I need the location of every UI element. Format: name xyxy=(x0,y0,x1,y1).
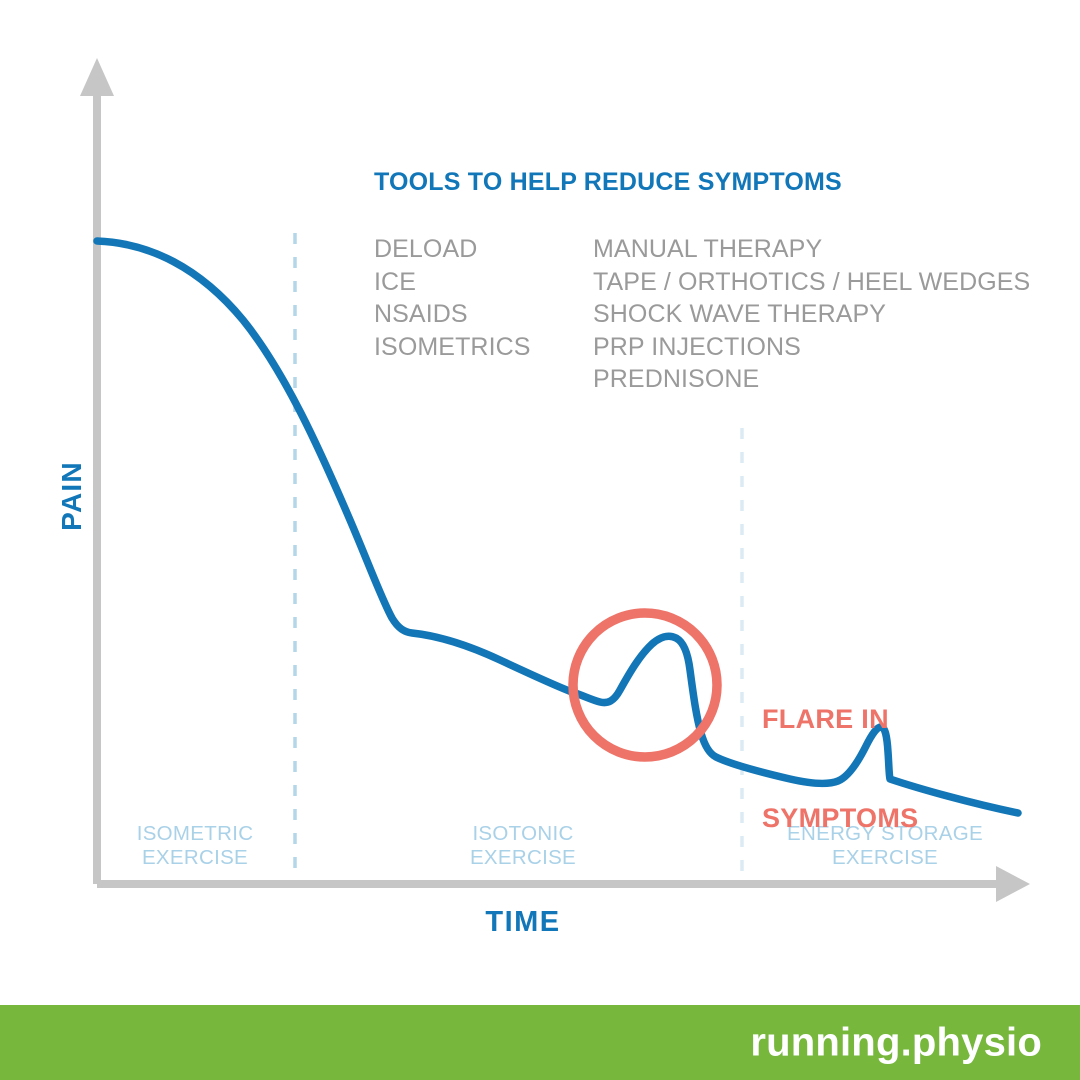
tools-column-left: DELOAD ICE NSAIDS ISOMETRICS xyxy=(374,233,531,363)
y-axis xyxy=(80,58,114,884)
brand-wordmark: running.physio xyxy=(750,1020,1042,1064)
tool-item: MANUAL THERAPY xyxy=(593,235,823,263)
footer-bar: running.physio xyxy=(0,1005,1080,1080)
flare-callout-line: SYMPTOMS xyxy=(762,803,919,833)
phase-label-isometric: ISOMETRIC EXERCISE xyxy=(105,822,285,870)
tool-item: TAPE / ORTHOTICS / HEEL WEDGES xyxy=(593,267,1031,296)
tool-item: NSAIDS xyxy=(374,300,468,328)
x-axis xyxy=(97,866,1030,902)
phase-label-line: ISOMETRIC xyxy=(136,822,254,845)
flare-callout-label: FLARE IN SYMPTOMS xyxy=(762,637,918,901)
y-axis-label: PAIN xyxy=(56,461,87,531)
flare-highlight-circle xyxy=(568,608,722,762)
tool-item: SHOCK WAVE THERAPY xyxy=(593,300,887,328)
phase-label-line: EXERCISE xyxy=(141,846,249,869)
tools-column-right: MANUAL THERAPY TAPE / ORTHOTICS / HEEL W… xyxy=(593,233,1030,396)
phase-label-energy-storage: ENERGY STORAGE EXERCISE xyxy=(760,822,1010,870)
phase-label-line: ISOTONIC xyxy=(472,822,574,845)
phase-label-line: EXERCISE xyxy=(469,846,577,869)
phase-label-line: ENERGY STORAGE xyxy=(787,822,983,845)
flare-callout-line: FLARE IN xyxy=(762,704,889,734)
x-axis-arrow-icon xyxy=(996,866,1030,902)
tool-item: PREDNISONE xyxy=(593,365,760,393)
phase-label-isotonic: ISOTONIC EXERCISE xyxy=(405,822,641,870)
tool-item: ICE xyxy=(374,267,416,296)
pain-curve xyxy=(93,237,1022,817)
phase-label-line: EXERCISE xyxy=(831,846,939,869)
tool-item: PRP INJECTIONS xyxy=(593,332,801,361)
tool-item: DELOAD xyxy=(374,235,478,263)
tool-item: ISOMETRICS xyxy=(374,332,531,361)
x-axis-label: TIME xyxy=(485,906,561,938)
panel-title: TOOLS TO HELP REDUCE SYMPTOMS xyxy=(374,168,842,196)
y-axis-arrow-icon xyxy=(80,58,114,96)
